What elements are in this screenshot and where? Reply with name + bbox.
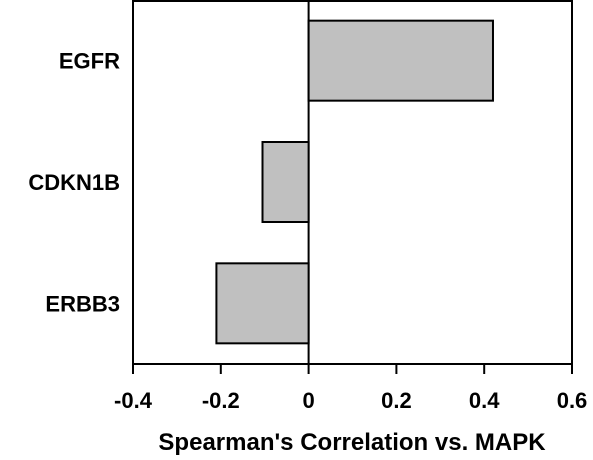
bar-egfr <box>307 19 494 102</box>
x-axis-title: Spearman's Correlation vs. MAPK <box>158 429 546 456</box>
x-tick-label: 0.2 <box>381 388 412 413</box>
category-label-erbb3: ERBB3 <box>45 291 120 316</box>
plot-frame <box>132 0 573 365</box>
x-tick-label: 0.6 <box>557 388 588 413</box>
x-tick-label: 0.4 <box>469 388 500 413</box>
x-tick-label: -0.2 <box>202 388 240 413</box>
x-tick-label: 0 <box>302 388 314 413</box>
category-label-egfr: EGFR <box>59 49 120 74</box>
plot-area: EGFR CDKN1B ERBB3 -0.4 -0.2 0 0.2 0.4 0.6 <box>28 0 587 413</box>
category-label-cdkn1b: CDKN1B <box>28 170 120 195</box>
bar-cdkn1b <box>261 141 310 223</box>
x-tick-label: -0.4 <box>114 388 153 413</box>
bar-erbb3 <box>215 262 310 345</box>
